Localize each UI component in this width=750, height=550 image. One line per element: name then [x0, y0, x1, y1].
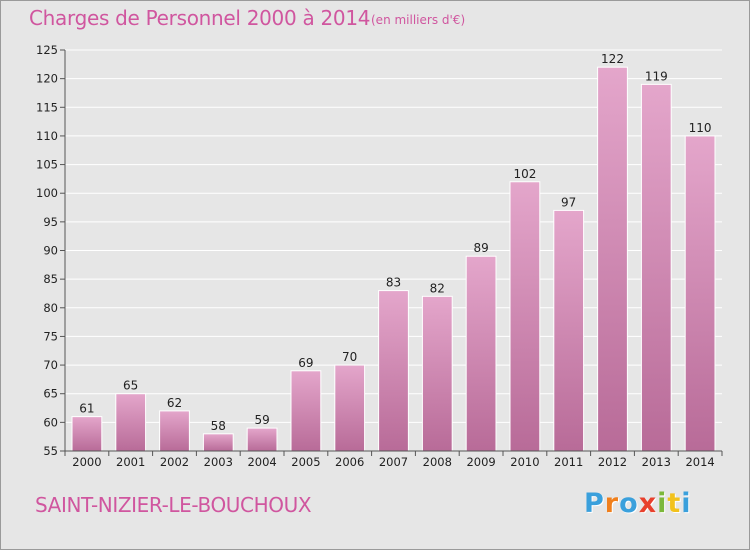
bar — [159, 410, 190, 452]
data-label: 122 — [601, 52, 624, 66]
y-tick-label: 95 — [43, 215, 58, 229]
data-label: 61 — [79, 402, 94, 416]
bar — [465, 255, 497, 452]
logo-letter: o — [619, 488, 639, 519]
data-label: 59 — [254, 413, 269, 427]
x-tick-label: 2002 — [160, 455, 189, 469]
proxiti-logo: Proxiti — [584, 488, 692, 519]
y-tick-label: 80 — [43, 301, 58, 315]
data-label: 58 — [211, 419, 226, 433]
x-tick-label: 2003 — [204, 455, 233, 469]
bar — [290, 370, 322, 452]
data-label: 65 — [123, 379, 138, 393]
x-tick-label: 2000 — [72, 455, 101, 469]
x-tick-label: 2004 — [247, 455, 276, 469]
logo-letter: i — [681, 488, 692, 519]
logo-letter: r — [604, 488, 620, 519]
y-tick-label: 115 — [36, 100, 58, 114]
data-label: 82 — [430, 281, 445, 295]
y-tick-label: 125 — [36, 43, 58, 57]
bar — [246, 427, 278, 452]
data-label: 102 — [513, 167, 536, 181]
y-tick-label: 110 — [36, 129, 58, 143]
bar — [509, 181, 541, 452]
x-tick-label: 2008 — [423, 455, 452, 469]
axes — [60, 49, 723, 456]
bar — [378, 290, 409, 452]
bar — [115, 393, 147, 452]
x-tick-label: 2013 — [642, 455, 671, 469]
data-label: 110 — [689, 121, 712, 135]
labels: 55 60 65 70 75 80 85 90 95 100 105 110 115 120 125 61 20… — [36, 43, 715, 469]
data-label: 70 — [342, 350, 357, 364]
x-tick-label: 2006 — [335, 455, 364, 469]
y-tick-label: 120 — [36, 72, 58, 86]
data-label: 83 — [386, 276, 401, 290]
logo-letter: t — [667, 488, 682, 519]
x-tick-label: 2001 — [116, 455, 145, 469]
logo-letter: x — [638, 488, 658, 519]
bars — [71, 66, 716, 452]
bar — [640, 83, 672, 452]
logo-letter: P — [584, 488, 605, 519]
data-label: 119 — [645, 69, 668, 83]
x-tick-label: 2009 — [466, 455, 495, 469]
y-tick-label: 55 — [43, 444, 58, 458]
data-label: 89 — [473, 241, 488, 255]
x-tick-label: 2007 — [379, 455, 408, 469]
x-tick-label: 2005 — [291, 455, 320, 469]
x-tick-label: 2014 — [685, 455, 714, 469]
data-label: 62 — [167, 396, 182, 410]
y-tick-label: 85 — [43, 272, 58, 286]
y-tick-label: 60 — [43, 415, 58, 429]
logo-letter: i — [657, 488, 668, 519]
y-tick-label: 75 — [43, 329, 58, 343]
chart-title: Charges de Personnel 2000 à 2014 — [29, 6, 371, 30]
bar — [597, 66, 628, 452]
bar — [71, 416, 103, 452]
y-tick-label: 65 — [43, 387, 58, 401]
bar — [553, 209, 585, 452]
bar — [684, 135, 716, 452]
x-tick-label: 2011 — [554, 455, 583, 469]
bar — [334, 364, 366, 452]
y-tick-label: 70 — [43, 358, 58, 372]
bar — [202, 433, 234, 452]
x-tick-label: 2010 — [510, 455, 539, 469]
bar — [421, 295, 453, 452]
location-name: SAINT-NIZIER-LE-BOUCHOUX — [35, 493, 312, 517]
data-label: 97 — [561, 195, 576, 209]
x-tick-label: 2012 — [598, 455, 627, 469]
data-label: 69 — [298, 356, 313, 370]
y-tick-label: 100 — [36, 186, 58, 200]
y-tick-label: 90 — [43, 244, 58, 258]
unit-note: (en milliers d'€) — [371, 13, 466, 27]
y-tick-label: 105 — [36, 158, 58, 172]
